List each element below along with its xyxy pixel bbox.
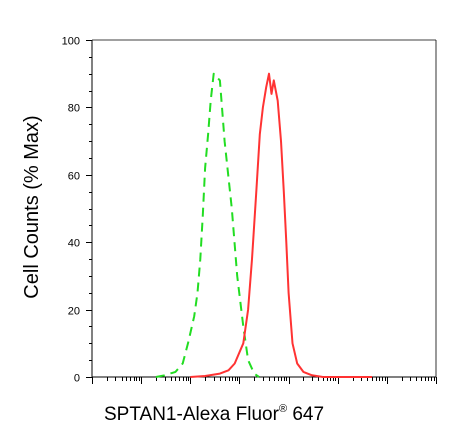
y-axis-ticks: 0 20 40 60 80 100: [62, 36, 92, 385]
y-tick-label: 0: [74, 373, 80, 385]
sample-series-line: [190, 72, 373, 378]
y-tick-label: 20: [68, 306, 80, 318]
x-axis-title-suffix: 647: [287, 404, 324, 425]
x-axis-title-superscript: ®: [279, 403, 287, 415]
y-axis-title: Cell Counts (% Max): [21, 115, 43, 298]
plot-frame: [91, 39, 437, 378]
y-tick-label: 40: [68, 238, 80, 250]
x-axis-title-main: SPTAN1-Alexa Fluor: [104, 404, 280, 425]
control-series-line: [155, 72, 260, 378]
series-layer: [155, 72, 373, 378]
y-tick-label: 60: [68, 171, 80, 183]
y-tick-label: 80: [68, 103, 80, 115]
x-axis-title: SPTAN1-Alexa Fluor® 647: [104, 403, 324, 425]
y-tick-label: 100: [62, 36, 80, 48]
x-axis-ticks: [92, 377, 437, 384]
